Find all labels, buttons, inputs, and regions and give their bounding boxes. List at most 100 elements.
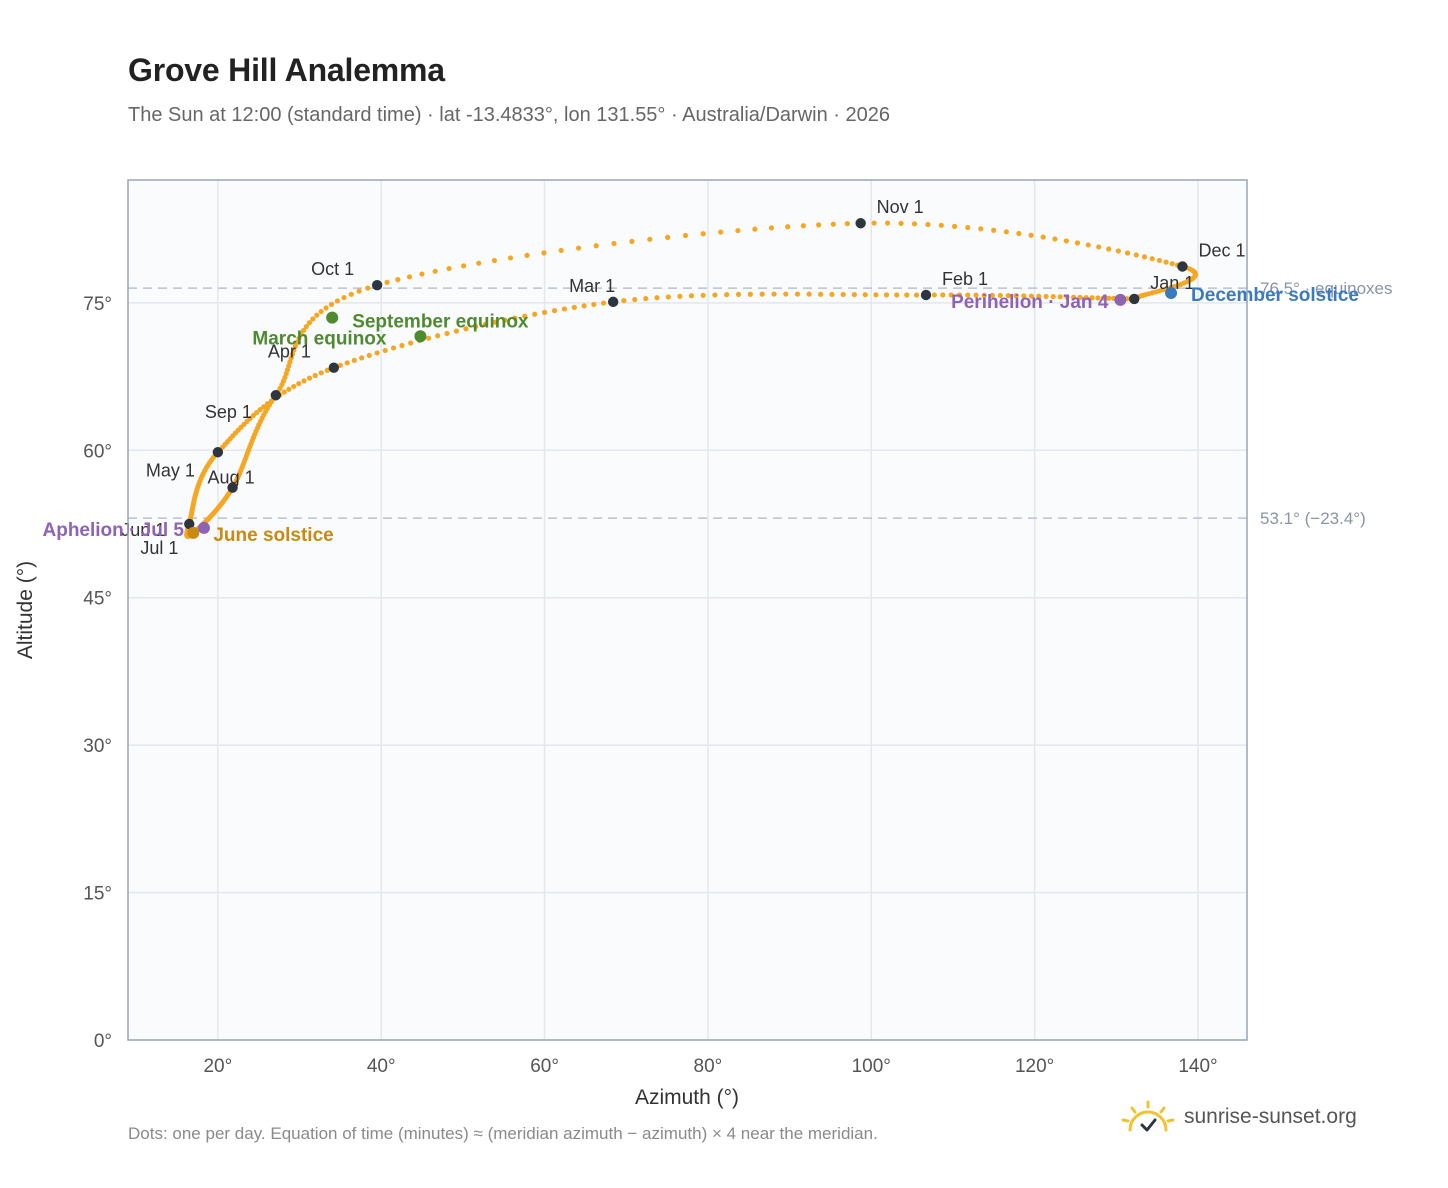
daily-sun-dot: [1074, 240, 1081, 246]
daily-sun-dot: [718, 229, 724, 235]
grid-lines: [128, 180, 1247, 1041]
daily-sun-dot: [735, 291, 742, 297]
month-marker: [1177, 261, 1188, 272]
daily-sun-dot: [965, 224, 971, 231]
daily-sun-dot: [973, 292, 979, 298]
daily-sun-dot: [395, 277, 401, 283]
daily-sun-dot: [621, 298, 627, 304]
daily-sun-dot: [257, 407, 263, 413]
daily-sun-dot: [288, 355, 294, 361]
daily-sun-dot: [1106, 246, 1112, 252]
daily-sun-dot: [425, 335, 432, 341]
daily-sun-dot: [1163, 259, 1169, 265]
daily-sun-dot: [1100, 295, 1107, 301]
month-marker: [920, 289, 932, 301]
daily-sun-dot: [1141, 254, 1148, 260]
daily-sun-dot: [334, 298, 341, 304]
daily-sun-dot: [306, 375, 313, 381]
daily-sun-dot: [884, 220, 891, 226]
daily-sun-dot: [654, 295, 660, 301]
daily-sun-dot: [991, 227, 997, 233]
x-tick-label: 80°: [694, 1056, 723, 1077]
plot-area: [128, 180, 1247, 1040]
month-label: Nov 1: [877, 197, 924, 217]
event-marker: [187, 526, 200, 539]
daily-sun-dot: [759, 291, 765, 297]
x-tick-label: 20°: [203, 1056, 232, 1077]
daily-sun-dot: [724, 292, 730, 298]
daily-sun-dot: [844, 221, 850, 227]
daily-sun-dot: [524, 252, 530, 258]
daily-sun-dot: [997, 292, 1003, 299]
month-label: Mar 1: [569, 276, 615, 296]
reference-lines: 76.5° · equinoxes 53.1° (−23.4°): [128, 279, 1393, 528]
daily-sun-dot: [1085, 242, 1091, 248]
daily-sun-dot: [1133, 252, 1139, 258]
daily-sun-dot: [254, 409, 260, 416]
daily-sun-dot: [296, 381, 302, 387]
daily-sun-dot: [1043, 293, 1049, 300]
daily-sun-dot: [300, 327, 307, 334]
daily-sun-dot: [435, 333, 441, 339]
y-tick-label: 0°: [94, 1031, 112, 1052]
daily-sun-dot: [551, 308, 558, 314]
month-label: Jul 1: [140, 538, 178, 558]
daily-sun-dot: [931, 292, 938, 298]
daily-sun-dot: [940, 292, 946, 298]
x-axis-label: Azimuth (°): [635, 1086, 739, 1109]
daily-sun-dot: [1169, 261, 1175, 267]
daily-sun-dot: [374, 350, 380, 356]
daily-sun-dot: [318, 308, 324, 315]
daily-sun-dot: [359, 355, 365, 361]
daily-sun-dot: [491, 257, 497, 264]
daily-sun-dot: [1057, 294, 1063, 300]
daily-sun-dot: [323, 305, 329, 311]
event-label: Perihelion · Jan 4: [951, 292, 1109, 313]
month-marker: [270, 390, 282, 401]
daily-sun-dot: [700, 231, 706, 237]
daily-sun-dot: [593, 243, 599, 249]
daily-sun-dot: [951, 223, 958, 229]
daily-sun-dot: [665, 234, 671, 240]
daily-sun-dot: [558, 247, 564, 254]
daily-sun-dot: [591, 301, 597, 308]
daily-sun-dot: [783, 291, 789, 297]
daily-sun-dot: [482, 321, 488, 327]
daily-sun-dot: [1040, 234, 1046, 240]
event-marker: [326, 311, 339, 324]
daily-sun-dot: [898, 220, 904, 226]
daily-sun-dot: [981, 292, 987, 298]
daily-sun-dot: [989, 292, 995, 298]
daily-sun-dot: [1021, 293, 1027, 299]
daily-sun-dot: [328, 301, 335, 307]
y-tick-label: 60°: [83, 441, 112, 462]
daily-sun-dot: [432, 268, 438, 274]
daily-sun-dot: [1063, 238, 1069, 244]
daily-sun-dot: [286, 386, 292, 392]
daily-sun-dot: [463, 326, 469, 332]
daily-sun-dot: [1036, 293, 1042, 299]
daily-sun-dot: [294, 339, 300, 345]
sun-logo-icon: [1121, 1100, 1175, 1132]
daily-sun-dot: [894, 292, 900, 298]
month-label: Apr 1: [268, 342, 311, 362]
daily-sun-dot: [913, 292, 920, 298]
daily-sun-dot: [700, 292, 706, 298]
month-marker: [212, 447, 224, 458]
brand[interactable]: sunrise-sunset.org: [1120, 1100, 1357, 1134]
daily-sun-dot: [446, 265, 452, 272]
daily-sun-dot: [306, 320, 313, 326]
month-label: Jan 1: [1150, 273, 1194, 293]
daily-sun-dot: [747, 291, 753, 297]
daily-sun-dot: [473, 323, 479, 330]
daily-sun-dot: [296, 335, 302, 341]
daily-sun-dot: [1083, 294, 1089, 301]
x-tick-label: 60°: [530, 1056, 559, 1077]
daily-sun-dot: [1050, 294, 1056, 300]
daily-sun-dot: [1013, 293, 1019, 299]
daily-sun-dot: [312, 372, 318, 379]
event-label: June solstice: [213, 525, 333, 546]
daily-sun-dot: [873, 292, 879, 298]
